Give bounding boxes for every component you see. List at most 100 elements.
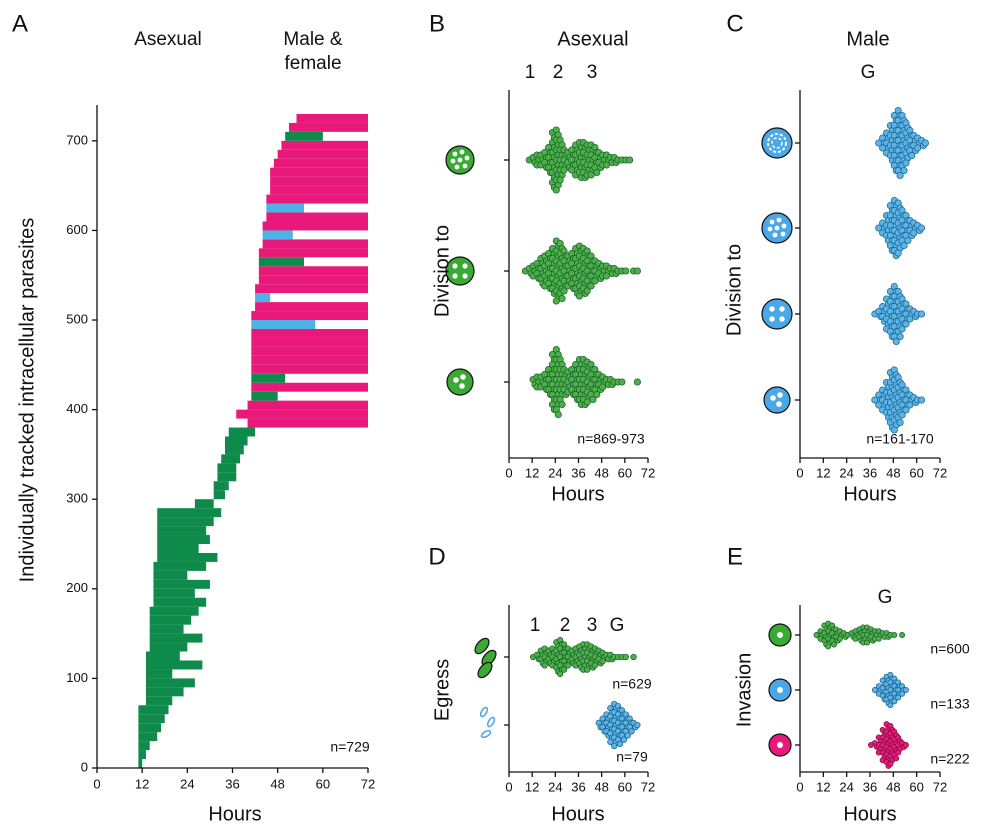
dot	[902, 406, 910, 414]
swarm-bin	[890, 111, 900, 175]
y-tick-label: 0	[81, 759, 88, 774]
track-bar	[255, 302, 368, 312]
track-bar	[153, 561, 207, 571]
sample-size: n=133	[930, 696, 970, 712]
x-tick-label: 24	[180, 776, 194, 791]
track-bar	[145, 660, 203, 670]
dot	[906, 401, 914, 409]
y-tick-label: 400	[66, 401, 88, 416]
track-bar	[157, 544, 199, 553]
x-tick-label: 48	[594, 779, 608, 794]
track-bar	[281, 140, 368, 150]
dot	[893, 755, 900, 762]
dot	[558, 400, 566, 409]
dot	[554, 410, 562, 419]
stage-label: 3	[587, 62, 598, 83]
panel-label: C	[726, 10, 743, 37]
swarm-bin	[836, 628, 845, 642]
track-bar	[213, 481, 229, 491]
x-tick-label: 48	[886, 465, 900, 480]
x-tick-label: 72	[361, 776, 375, 791]
track-bar	[273, 158, 368, 168]
track-bar	[153, 588, 195, 598]
x-tick-label: 48	[886, 779, 900, 794]
stage-label: G	[610, 615, 625, 636]
x-axis-label: Hours	[208, 803, 261, 825]
track-bar	[270, 167, 368, 177]
y-tick-label: 700	[66, 132, 88, 147]
track-bar	[138, 741, 150, 751]
swarm-bin	[626, 156, 634, 164]
track-bar	[149, 606, 199, 616]
swarm-bin	[917, 310, 926, 318]
dot	[560, 666, 568, 673]
dot	[898, 325, 906, 333]
track-bar	[258, 275, 368, 285]
track-bar	[228, 427, 256, 437]
dot	[898, 411, 906, 419]
dot	[917, 396, 926, 404]
dot	[624, 732, 631, 739]
x-tick-label: 72	[933, 465, 947, 480]
x-tick-label: 72	[641, 779, 655, 794]
swarm-bin	[622, 653, 629, 661]
sample-size: n=629	[612, 676, 652, 692]
panel-label: D	[428, 543, 445, 570]
swarm-bin	[917, 224, 926, 232]
swarm-bin	[895, 734, 904, 756]
annotation: Male &	[283, 29, 342, 50]
track-bar	[251, 337, 368, 347]
panel-title: Asexual	[557, 28, 628, 50]
track-bar	[258, 266, 368, 276]
x-tick-label: 60	[316, 776, 330, 791]
dot	[622, 653, 629, 661]
dot	[589, 395, 597, 404]
track-bar	[149, 624, 184, 634]
dot	[591, 277, 599, 285]
y-tick-label: 100	[66, 670, 88, 685]
track-bar	[157, 517, 214, 527]
dot	[584, 666, 591, 673]
track-bar	[255, 284, 368, 294]
dot	[902, 320, 910, 328]
y-tick-label: 600	[66, 222, 88, 237]
x-tick-label: 0	[796, 465, 803, 480]
track-bar	[258, 257, 305, 267]
track-bar	[251, 346, 368, 356]
y-axis-label: Individually tracked intracellular paras…	[16, 218, 38, 583]
dot	[891, 632, 898, 638]
dot	[599, 658, 606, 665]
stage-label: 2	[553, 62, 564, 83]
stage-label: 1	[530, 615, 541, 636]
annotation: Asexual	[134, 29, 202, 50]
track-bar	[266, 194, 368, 204]
track-bar	[266, 203, 305, 213]
dot	[902, 159, 910, 167]
track-bar	[251, 320, 316, 329]
x-tick-label: 0	[505, 779, 512, 794]
dot	[887, 702, 894, 709]
x-tick-label: 12	[816, 465, 830, 480]
x-tick-label: 36	[863, 465, 877, 480]
track-bar	[251, 355, 368, 365]
dot	[896, 418, 904, 427]
track-bar	[138, 714, 165, 724]
dot	[900, 166, 908, 175]
swarm-bin	[903, 687, 909, 693]
track-bar	[153, 579, 210, 589]
track-bar	[251, 364, 368, 374]
track-bar	[288, 122, 368, 132]
dot	[813, 632, 820, 638]
sample-size: n=869-973	[577, 431, 645, 447]
swarm-bin	[891, 632, 898, 638]
x-axis-label: Hours	[843, 483, 896, 505]
dot	[611, 742, 618, 750]
dot	[892, 337, 900, 346]
y-tick-label: 300	[66, 491, 88, 506]
track-bar	[262, 230, 293, 240]
dot	[560, 287, 568, 295]
dot	[560, 166, 568, 174]
x-tick-label: 12	[525, 465, 539, 480]
y-tick-label: 500	[66, 311, 88, 326]
